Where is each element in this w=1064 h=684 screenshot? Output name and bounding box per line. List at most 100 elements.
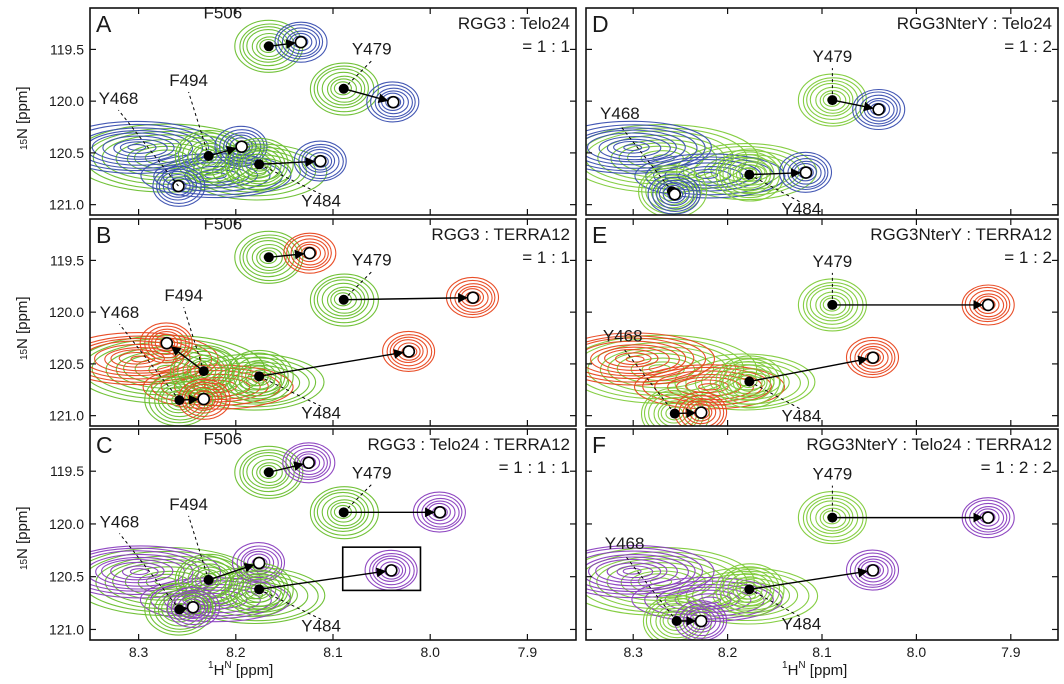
- residue-label: Y484: [301, 616, 341, 635]
- peak-contour: [220, 581, 292, 611]
- peak-contour: [127, 143, 147, 151]
- y-tick-label: 119.5: [50, 252, 84, 268]
- peak-contour: [187, 386, 219, 411]
- peak-contour: [849, 339, 896, 376]
- panel-A: 119.5 120.0 120.5 121.0 A RGG3 : Telo24 = 1 : …: [49, 3, 577, 216]
- peak-contour: [256, 462, 283, 483]
- y-axis-label-row2: N [ppm]: [14, 296, 31, 349]
- y-tick-label: 121.0: [49, 197, 84, 213]
- contour-layer: [586, 73, 906, 215]
- panel-letter: D: [592, 11, 609, 37]
- panel-letter: E: [592, 222, 607, 248]
- peak-contour: [289, 447, 328, 478]
- contour-layer: [90, 442, 466, 636]
- shift-arrow: [832, 99, 874, 112]
- peak-contour: [372, 555, 411, 586]
- residue-leader: [624, 554, 678, 622]
- peak-contour: [282, 442, 336, 484]
- peak-contour: [242, 237, 295, 278]
- peak-contour: [634, 153, 786, 199]
- bound-peak-marker: [294, 35, 308, 49]
- peak-contour: [309, 273, 379, 327]
- residue-label: Y468: [100, 303, 140, 322]
- residue-leader: [343, 483, 373, 513]
- peak-contour: [277, 24, 324, 60]
- x-tick-label: 8.3: [129, 644, 149, 660]
- residue-leader: [118, 109, 179, 187]
- peak-contour: [852, 88, 906, 131]
- peak-contour: [293, 140, 347, 182]
- peak-contour: [118, 351, 156, 365]
- peak-contour: [849, 552, 896, 588]
- residue-label: Y468: [600, 104, 640, 123]
- residue-leader: [749, 588, 802, 618]
- peak-contour: [194, 569, 222, 590]
- x-tick-label: 8.2: [718, 644, 738, 660]
- peak-contour: [121, 565, 159, 579]
- peak-contour: [209, 577, 298, 614]
- x-tick-label: 8.1: [323, 644, 343, 660]
- peak-contour: [633, 364, 786, 410]
- peak-contour: [274, 21, 328, 63]
- peak-contour: [304, 148, 336, 173]
- residue-leader: [343, 271, 373, 301]
- peak-contour: [90, 553, 194, 590]
- shift-arrow: [170, 346, 205, 372]
- peak-contour: [586, 335, 707, 383]
- bound-peak-marker: [235, 140, 248, 153]
- peak-contour: [735, 578, 763, 600]
- x-tick-label: 8.2: [226, 644, 246, 660]
- peak-contour: [727, 364, 772, 399]
- y-tick-label: 120.0: [49, 516, 84, 532]
- peak-contour: [256, 247, 283, 269]
- peak-contour: [238, 359, 282, 394]
- condition-label: RGG3NterY : Telo24: [897, 14, 1052, 33]
- peak-contour: [802, 77, 864, 124]
- peak-contour: [283, 232, 337, 274]
- y-axis-label-sup-row3: 15: [19, 558, 30, 570]
- panel-C: 119.5 120.0 120.5 121.0 8.3 8.2 8.1 8.0 7.9 C RGG3…: [49, 428, 577, 660]
- y-tick-label: 119.5: [50, 463, 84, 479]
- panel-letter: B: [96, 222, 111, 248]
- bound-peak-marker: [385, 564, 398, 577]
- bound-peak-marker: [303, 246, 316, 260]
- peak-contour: [604, 349, 659, 368]
- peak-contour: [586, 127, 698, 169]
- ratio-label: = 1 : 2: [1004, 37, 1052, 56]
- peak-contour: [241, 362, 277, 390]
- peak-contour: [227, 352, 289, 400]
- peak-contour: [652, 176, 698, 213]
- peak-contour: [809, 82, 854, 117]
- peak-contour: [110, 561, 165, 581]
- peak-contour: [586, 547, 704, 595]
- bound-peak-marker: [386, 95, 400, 109]
- x-tick-label: 8.1: [812, 644, 832, 660]
- peak-contour: [170, 589, 217, 626]
- peak-contour: [199, 148, 218, 163]
- peak-contour: [90, 550, 200, 592]
- ratio-label: = 1 : 1: [522, 37, 570, 56]
- peak-contour: [638, 165, 708, 215]
- peak-contour: [162, 159, 271, 192]
- peak-contour: [316, 68, 369, 109]
- panel-E: E RGG3NterY : TERRA12 = 1 : 2 Y479 Y484 Y468: [585, 218, 1059, 427]
- y-tick-label: 120.5: [49, 569, 84, 585]
- peak-contour: [194, 363, 213, 379]
- peak-contour: [854, 343, 893, 373]
- panel-letter: A: [96, 11, 112, 37]
- x-tick-label: 7.9: [518, 644, 538, 660]
- peak-contour: [389, 336, 428, 367]
- peak-contour: [239, 449, 301, 497]
- peak-contour: [586, 124, 706, 172]
- peak-contour: [139, 322, 193, 364]
- peak-contour: [709, 367, 781, 397]
- peak-contour: [224, 137, 294, 191]
- peak-contour: [110, 349, 165, 368]
- peak-contour: [157, 592, 202, 627]
- peak-contour: [722, 360, 775, 402]
- peak-contour: [732, 368, 768, 396]
- peak-contour: [177, 132, 239, 180]
- peak-contour: [240, 548, 279, 579]
- residue-label: Y484: [301, 191, 341, 210]
